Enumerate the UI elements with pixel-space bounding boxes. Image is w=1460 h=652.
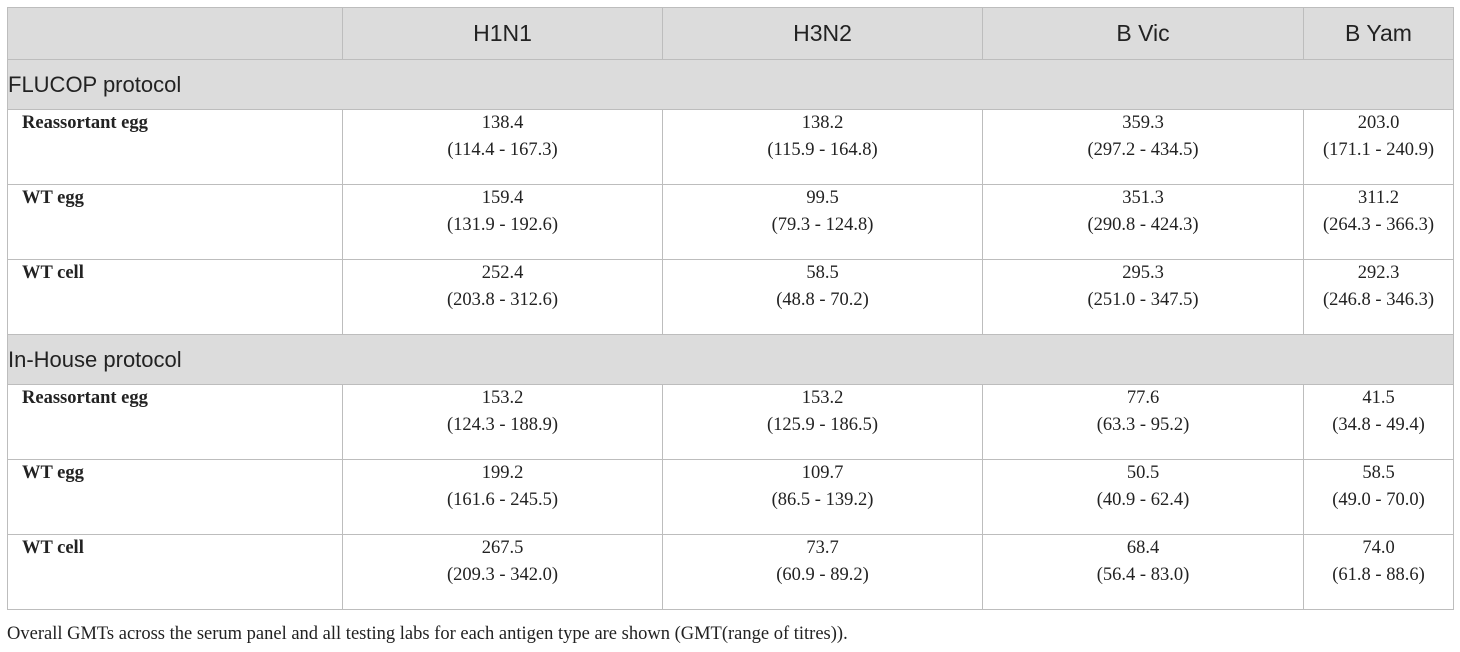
cell-value: 41.5 — [1362, 388, 1395, 408]
table-cell: 58.5 (48.8 - 70.2) — [662, 259, 983, 335]
section-title: In-House protocol — [7, 334, 1454, 385]
cell-value: 74.0 — [1362, 538, 1395, 558]
table-cell: 153.2 (124.3 - 188.9) — [342, 384, 663, 460]
section-header-in-house: In-House protocol — [7, 334, 1454, 385]
table-cell: 252.4 (203.8 - 312.6) — [342, 259, 663, 335]
cell-range: (79.3 - 124.8) — [771, 215, 874, 235]
cell-value: 292.3 — [1357, 263, 1400, 283]
table-cell: 58.5 (49.0 - 70.0) — [1303, 459, 1454, 535]
cell-range: (251.0 - 347.5) — [1087, 290, 1199, 310]
cell-value: 153.2 — [801, 388, 844, 408]
cell-value: 199.2 — [481, 463, 524, 483]
header-corner-cell — [7, 7, 343, 60]
cell-value: 295.3 — [1122, 263, 1164, 283]
cell-range: (115.9 - 164.8) — [767, 140, 878, 160]
table-row: WT egg 159.4 (131.9 - 192.6) 99.5 (79.3 - … — [7, 184, 1454, 260]
header-b-vic: B Vic — [982, 7, 1304, 60]
cell-range: (61.8 - 88.6) — [1332, 565, 1425, 585]
cell-range: (203.8 - 312.6) — [447, 290, 558, 310]
gmt-table: H1N1 H3N2 B Vic B Yam FLUCOP protocol Re… — [7, 7, 1454, 610]
table-cell: 153.2 (125.9 - 186.5) — [662, 384, 983, 460]
table-row: WT egg 199.2 (161.6 - 245.5) 109.7 (86.5 -… — [7, 459, 1454, 535]
cell-range: (48.8 - 70.2) — [776, 290, 869, 310]
table-cell: 199.2 (161.6 - 245.5) — [342, 459, 663, 535]
cell-range: (56.4 - 83.0) — [1096, 565, 1190, 585]
cell-value: 267.5 — [481, 538, 524, 558]
table-cell: 68.4 (56.4 - 83.0) — [982, 534, 1304, 610]
cell-range: (124.3 - 188.9) — [447, 415, 558, 435]
table-cell: 109.7 (86.5 - 139.2) — [662, 459, 983, 535]
table-cell: 74.0 (61.8 - 88.6) — [1303, 534, 1454, 610]
cell-range: (86.5 - 139.2) — [771, 490, 874, 510]
table-cell: 138.2 (115.9 - 164.8) — [662, 109, 983, 185]
cell-range: (63.3 - 95.2) — [1096, 415, 1190, 435]
cell-range: (264.3 - 366.3) — [1323, 215, 1434, 235]
cell-value: 153.2 — [481, 388, 524, 408]
cell-value: 109.7 — [801, 463, 844, 483]
cell-value: 50.5 — [1126, 463, 1160, 483]
header-h1n1: H1N1 — [342, 7, 663, 60]
table-row: Reassortant egg 153.2 (124.3 - 188.9) 153… — [7, 384, 1454, 460]
section-header-flucop: FLUCOP protocol — [7, 59, 1454, 110]
cell-value: 73.7 — [806, 538, 839, 558]
table-cell: 138.4 (114.4 - 167.3) — [342, 109, 663, 185]
cell-value: 159.4 — [481, 188, 524, 208]
cell-value: 138.4 — [481, 113, 524, 133]
table-cell: 351.3 (290.8 - 424.3) — [982, 184, 1304, 260]
cell-value: 58.5 — [806, 263, 839, 283]
cell-range: (290.8 - 424.3) — [1087, 215, 1199, 235]
cell-value: 99.5 — [806, 188, 839, 208]
row-label: WT egg — [7, 184, 343, 260]
cell-value: 138.2 — [801, 113, 844, 133]
header-row: H1N1 H3N2 B Vic B Yam — [7, 7, 1454, 60]
cell-value: 58.5 — [1362, 463, 1395, 483]
table-cell: 50.5 (40.9 - 62.4) — [982, 459, 1304, 535]
cell-range: (209.3 - 342.0) — [447, 565, 558, 585]
cell-range: (40.9 - 62.4) — [1096, 490, 1190, 510]
cell-range: (131.9 - 192.6) — [447, 215, 558, 235]
table-cell: 73.7 (60.9 - 89.2) — [662, 534, 983, 610]
cell-range: (114.4 - 167.3) — [447, 140, 558, 160]
row-label: WT cell — [7, 534, 343, 610]
section-title: FLUCOP protocol — [7, 59, 1454, 110]
cell-range: (34.8 - 49.4) — [1332, 415, 1425, 435]
cell-range: (297.2 - 434.5) — [1087, 140, 1199, 160]
cell-value: 311.2 — [1358, 188, 1399, 208]
header-h3n2: H3N2 — [662, 7, 983, 60]
cell-value: 77.6 — [1126, 388, 1160, 408]
cell-value: 359.3 — [1122, 113, 1164, 133]
cell-range: (161.6 - 245.5) — [447, 490, 558, 510]
cell-value: 252.4 — [481, 263, 524, 283]
table-caption: Overall GMTs across the serum panel and … — [7, 624, 848, 644]
table-cell: 159.4 (131.9 - 192.6) — [342, 184, 663, 260]
table-row: WT cell 267.5 (209.3 - 342.0) 73.7 (60.9 -… — [7, 534, 1454, 610]
cell-range: (49.0 - 70.0) — [1332, 490, 1425, 510]
header-b-yam: B Yam — [1303, 7, 1454, 60]
row-label: Reassortant egg — [7, 384, 343, 460]
table-cell: 295.3 (251.0 - 347.5) — [982, 259, 1304, 335]
table-cell: 267.5 (209.3 - 342.0) — [342, 534, 663, 610]
cell-range: (246.8 - 346.3) — [1323, 290, 1434, 310]
cell-value: 68.4 — [1126, 538, 1160, 558]
table-cell: 311.2 (264.3 - 366.3) — [1303, 184, 1454, 260]
cell-range: (60.9 - 89.2) — [776, 565, 869, 585]
table-cell: 292.3 (246.8 - 346.3) — [1303, 259, 1454, 335]
cell-range: (125.9 - 186.5) — [767, 415, 878, 435]
row-label: Reassortant egg — [7, 109, 343, 185]
table-row: Reassortant egg 138.4 (114.4 - 167.3) 138… — [7, 109, 1454, 185]
table-cell: 359.3 (297.2 - 434.5) — [982, 109, 1304, 185]
cell-range: (171.1 - 240.9) — [1323, 140, 1434, 160]
row-label: WT egg — [7, 459, 343, 535]
table-cell: 41.5 (34.8 - 49.4) — [1303, 384, 1454, 460]
table-row: WT cell 252.4 (203.8 - 312.6) 58.5 (48.8 -… — [7, 259, 1454, 335]
table-cell: 99.5 (79.3 - 124.8) — [662, 184, 983, 260]
row-label: WT cell — [7, 259, 343, 335]
cell-value: 351.3 — [1122, 188, 1164, 208]
table-cell: 203.0 (171.1 - 240.9) — [1303, 109, 1454, 185]
cell-value: 203.0 — [1357, 113, 1400, 133]
table-cell: 77.6 (63.3 - 95.2) — [982, 384, 1304, 460]
